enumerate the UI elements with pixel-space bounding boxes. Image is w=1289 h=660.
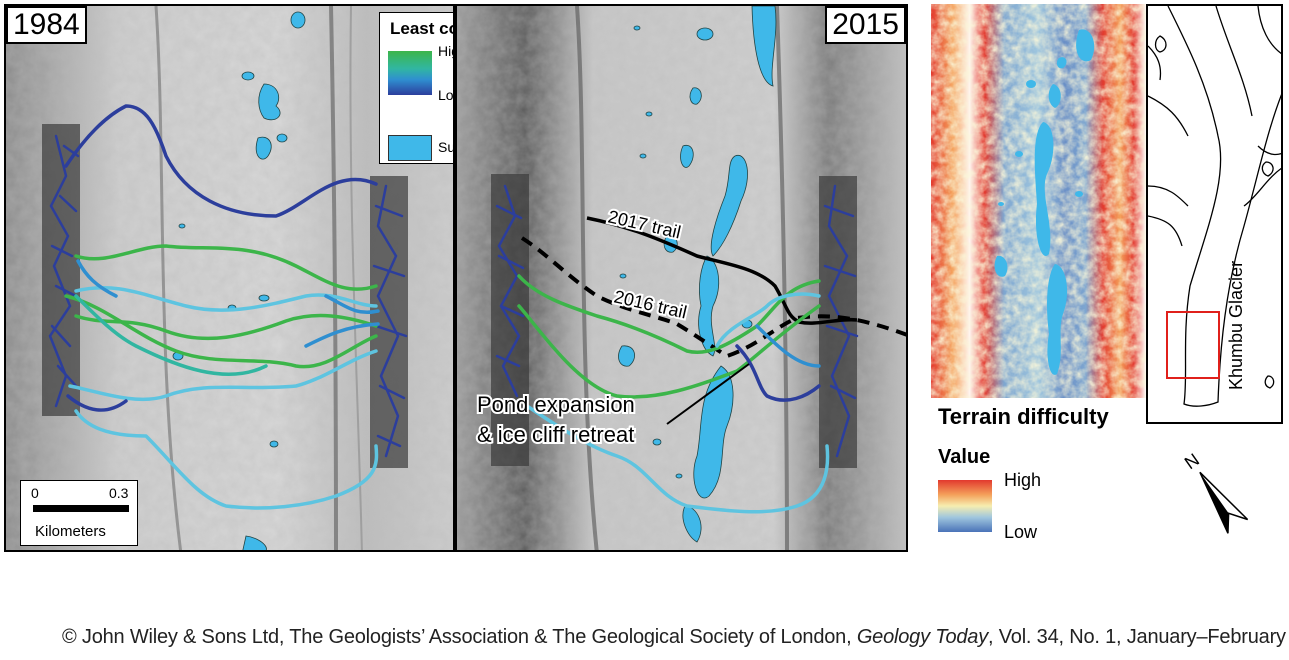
journal-name: Geology Today [856,626,989,648]
pond-swatch [388,135,432,161]
terrain-color-ramp [938,480,992,532]
pond-annotation-line2: & ice cliff retreat [477,422,634,447]
least-cost-color-ramp [388,51,432,95]
study-area-box [1166,311,1220,379]
north-arrow: N [1181,449,1249,534]
terrain-legend-subtitle: Value [938,446,991,468]
scale-zero-label: 0 [31,485,39,501]
hillshade-1984 [6,6,453,550]
terrain-legend-title: Terrain difficulty [938,404,1109,429]
legend-title: Least cost paths [390,19,453,38]
least-cost-legend: Least cost paths High Low Supraglacial p… [379,12,455,164]
copyright-credit: © John Wiley & Sons Ltd, The Geologists’… [62,626,1289,648]
scale-bar-graphic [33,505,129,512]
glacier-label: Khumbu Glacier [1226,261,1246,390]
hillshade-2015: 2017 trail 2016 trail Pond expansion & i… [457,6,906,550]
year-label-2015: 2015 [825,6,906,44]
terrain-difficulty-map [931,4,1146,398]
terrain-low-label: Low [1004,522,1038,542]
scale-bar: 0 0.3 Kilometers [20,480,138,546]
map-panel-1984: 1984 Least cost paths High Low Supraglac… [4,4,455,552]
map-panel-2015: 2017 trail 2016 trail Pond expansion & i… [455,4,908,552]
pond-annotation-line1: Pond expansion [477,392,635,417]
legend-low-label: Low [438,87,454,103]
scale-max-label: 0.3 [109,485,129,501]
year-label-1984: 1984 [6,6,87,44]
north-label: N [1181,449,1203,473]
scale-unit-label: Kilometers [35,523,106,540]
pond-legend-label: Supraglacial ponds [438,139,455,155]
glacier-overview-map: Khumbu Glacier [1146,4,1283,424]
terrain-high-label: High [1004,470,1042,490]
legend-high-label: High [438,43,453,59]
